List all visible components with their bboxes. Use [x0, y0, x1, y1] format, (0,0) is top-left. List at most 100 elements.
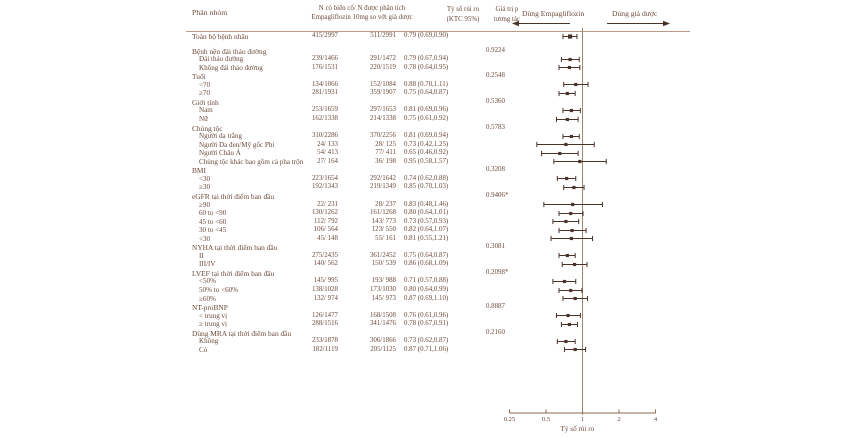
- point-estimate-marker: [558, 151, 562, 156]
- cell-n-events-treatment: 54/ 413: [317, 149, 338, 157]
- table-row-group-header: Dùng MRA tại thời điểm ban đầu 0.2160: [186, 329, 546, 338]
- cell-n-events-placebo: 145/ 973: [371, 294, 396, 302]
- row-label: Đái tháo đường: [199, 55, 244, 64]
- forest-marker: [562, 107, 581, 114]
- cell-n-events-treatment: 138/1028: [311, 286, 338, 293]
- cell-n-events-treatment: 24/ 133: [317, 140, 338, 148]
- row-label: <30: [199, 174, 211, 183]
- table-row: ≥30 192/1343 219/1349 0.85 (0.70,1.03): [186, 183, 546, 192]
- point-estimate-marker: [569, 134, 574, 139]
- table-row: Không 233/1878 306/1866 0.73 (0.62,0.87): [186, 337, 546, 346]
- row-label: NT-proBNP: [192, 303, 228, 313]
- row-label: BMI: [192, 166, 206, 176]
- cell-hazard-ratio: 0.88 (0.70,1.11): [404, 80, 448, 88]
- table-row-group-header: Tuổi 0.2548: [186, 72, 546, 81]
- table-row: ≥ trung vị 288/1516 341/1476 0.78 (0.67,0.9…: [186, 320, 546, 329]
- forest-marker: [556, 175, 577, 182]
- cell-n-events-placebo: 28/ 237: [375, 200, 396, 208]
- point-estimate-marker: [569, 288, 573, 293]
- cell-n-events-placebo: 361/2452: [369, 251, 396, 259]
- cell-n-events-treatment: 162/1338: [311, 115, 338, 122]
- row-label: NYHA tại thời điểm ban đầu: [192, 243, 278, 253]
- cell-hazard-ratio: 0.81 (0.69,0.96): [404, 106, 449, 114]
- table-row: Toàn bộ bệnh nhân 415/2997 511/2991 0.79 (0…: [186, 32, 546, 41]
- cell-hazard-ratio: 0.73 (0.57,0.93): [404, 217, 449, 225]
- cell-p-interaction: 0.9406*: [486, 191, 509, 199]
- column-header-p-line1: Giá trị p: [495, 6, 519, 13]
- cell-p-interaction: 0.2098*: [486, 268, 509, 276]
- cell-n-events-treatment: 22/ 231: [317, 200, 338, 208]
- cell-p-interaction: 0.5360: [486, 97, 505, 105]
- forest-marker: [553, 158, 607, 165]
- point-estimate-marker: [567, 65, 572, 70]
- cell-n-events-placebo: 173/1030: [369, 286, 396, 293]
- table-row: Người da trắng 310/2286 370/2256 0.81 (0.69…: [186, 132, 546, 141]
- forest-marker: [560, 321, 579, 328]
- row-label: Chủng tộc: [192, 123, 223, 133]
- x-axis-tick-label: 0.25: [503, 416, 516, 423]
- row-label: II: [199, 251, 204, 260]
- table-row: ≥70 281/1931 359/1907 0.75 (0.64,0.87): [186, 89, 546, 98]
- table-row: 60 to <90 130/1262 161/1268 0.80 (0.64,1.01…: [186, 209, 546, 218]
- cell-hazard-ratio: 0.76 (0.61,0.96): [404, 311, 449, 319]
- cell-n-events-placebo: 511/2991: [370, 31, 396, 39]
- point-estimate-marker: [565, 117, 569, 122]
- cell-n-events-placebo: 220/1519: [369, 63, 396, 71]
- table-row: III/IV 140/ 562 150/ 539 0.86 (0.68,1.09): [186, 260, 546, 269]
- row-label: Người Châu Á: [199, 149, 241, 158]
- row-label: ≥30: [199, 183, 210, 192]
- point-estimate-marker: [573, 296, 577, 301]
- table-row-group-header: NT-proBNP 0.8887: [186, 303, 546, 312]
- cell-n-events-treatment: 192/1343: [311, 183, 338, 191]
- favors-placebo-arrowhead: [663, 20, 670, 27]
- point-estimate-marker: [569, 236, 574, 241]
- cell-hazard-ratio: 0.74 (0.62,0.88): [404, 174, 449, 182]
- cell-n-events-placebo: 77/ 411: [375, 149, 396, 157]
- table-row-group-header: Giới tính 0.5360: [186, 98, 546, 107]
- table-row: ≥60% 132/ 974 145/ 973 0.87 (0.69,1.10): [186, 295, 546, 304]
- point-estimate-marker: [573, 347, 577, 352]
- row-label: Tuổi: [192, 72, 206, 82]
- forest-marker: [561, 261, 588, 268]
- point-estimate-marker: [568, 57, 572, 62]
- table-row: 50% to <60% 138/1028 173/1030 0.80 (0.64,0.…: [186, 286, 546, 295]
- forest-marker: [552, 278, 577, 285]
- cell-n-events-placebo: 205/1125: [370, 345, 396, 353]
- forest-marker: [562, 33, 578, 40]
- table-row-group-header: Chủng tộc 0.5783: [186, 124, 546, 133]
- cell-n-events-placebo: 150/ 539: [371, 260, 396, 268]
- row-label: 60 to <90: [199, 209, 227, 218]
- table-row-group-header: eGFR tại thời điểm ban đầu 0.9406*: [186, 192, 546, 201]
- row-label: Có: [199, 345, 208, 354]
- cell-n-events-placebo: 28/ 125: [375, 140, 396, 148]
- cell-p-interaction: 0.8887: [486, 303, 505, 311]
- forest-marker: [562, 133, 580, 140]
- cell-n-events-treatment: 145/ 995: [313, 277, 338, 285]
- cell-n-events-placebo: 219/1349: [369, 183, 396, 191]
- cell-hazard-ratio: 0.87 (0.69,1.10): [404, 294, 449, 302]
- table-row-group-header: BMI 0.3208: [186, 166, 546, 175]
- table-row: <70 134/1066 152/1084 0.88 (0.70,1.11): [186, 81, 546, 90]
- table-row: <30 45/ 148 55/ 161 0.81 (0.55,1.21): [186, 235, 546, 244]
- row-label: Toàn bộ bệnh nhân: [192, 31, 249, 41]
- cell-n-events-treatment: 134/1066: [311, 80, 338, 88]
- cell-n-events-placebo: 123/ 550: [371, 226, 396, 234]
- forest-marker: [555, 116, 579, 123]
- point-estimate-marker: [565, 91, 569, 96]
- cell-n-events-placebo: 193/ 988: [371, 277, 396, 285]
- cell-hazard-ratio: 0.81 (0.69,0.94): [404, 132, 449, 140]
- point-estimate-marker: [567, 322, 572, 327]
- forest-marker: [558, 210, 584, 217]
- column-header-n-events-line2: Empagliflozin 10mg so với giả dược: [311, 13, 413, 21]
- point-estimate-marker: [562, 279, 567, 284]
- point-estimate-marker: [564, 339, 568, 344]
- table-row: Có 182/1119 205/1125 0.87 (0.71,1.06): [186, 346, 546, 355]
- point-estimate-marker: [564, 219, 568, 224]
- row-label: <70: [199, 80, 211, 89]
- table-row: Nam 253/1659 297/1653 0.81 (0.69,0.96): [186, 106, 546, 115]
- cell-n-events-treatment: 310/2286: [311, 132, 338, 140]
- cell-n-events-treatment: 415/2997: [311, 31, 338, 39]
- table-row: Nữ 162/1338 214/1338 0.75 (0.61,0.92): [186, 115, 546, 124]
- table-row: Người Châu Á 54/ 413 77/ 411 0.65 (0.46,0.9…: [186, 149, 546, 158]
